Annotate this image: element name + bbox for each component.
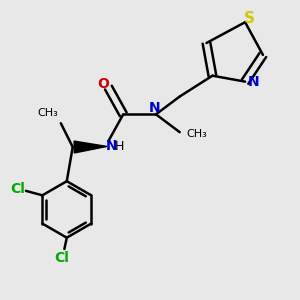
Text: N: N [148,101,160,116]
Text: Cl: Cl [10,182,25,197]
Text: H: H [115,140,124,153]
Text: O: O [97,77,109,91]
Text: S: S [244,11,255,26]
Text: CH₃: CH₃ [37,108,58,118]
Text: N: N [106,140,117,153]
Text: CH₃: CH₃ [186,129,207,139]
Text: Cl: Cl [54,251,69,266]
Text: N: N [248,75,259,88]
Polygon shape [74,141,107,153]
